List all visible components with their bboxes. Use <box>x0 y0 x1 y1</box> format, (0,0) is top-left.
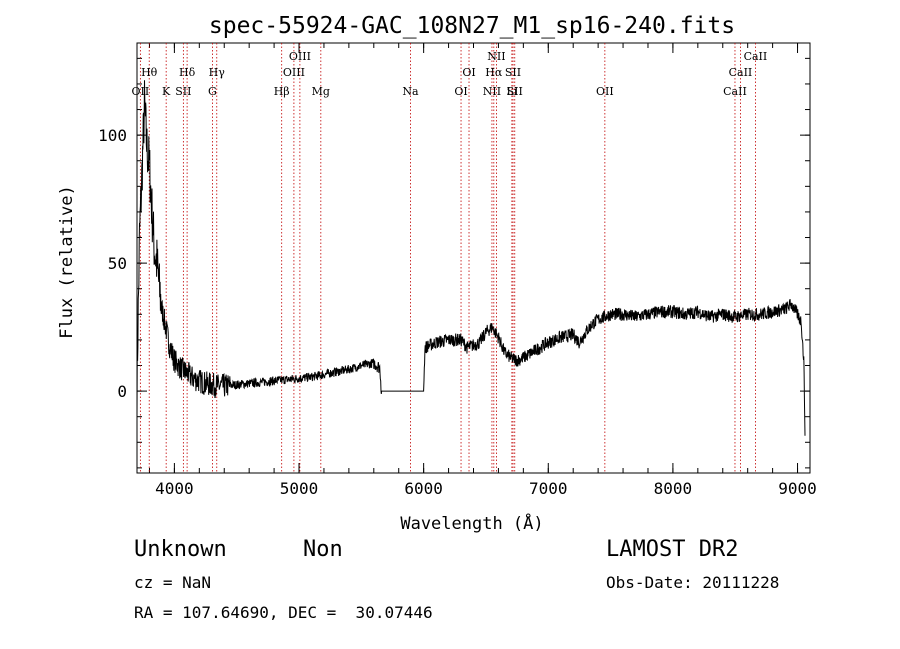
spectral-line-label: OII <box>132 85 150 98</box>
chart-title: spec-55924-GAC_108N27_M1_sp16-240.fits <box>209 13 735 39</box>
y-tick-label: 50 <box>108 254 127 273</box>
x-tick-label: 7000 <box>529 479 568 498</box>
spectral-subclass: Non <box>303 537 343 562</box>
y-tick-label: 0 <box>117 382 127 401</box>
spectral-line-label: NII <box>483 85 501 98</box>
x-tick-label: 8000 <box>654 479 693 498</box>
spectral-line-label: Hγ <box>209 66 226 79</box>
spectral-line-label: CaII <box>723 85 747 98</box>
x-tick-label: 5000 <box>280 479 319 498</box>
spectral-line-label: SII <box>175 85 191 98</box>
spectral-line-label: NII <box>487 50 505 63</box>
spectral-line-label: SII <box>507 85 523 98</box>
redshift-value: cz = NaN <box>134 573 212 592</box>
spectrum-line <box>136 80 806 436</box>
x-tick-label: 9000 <box>778 479 817 498</box>
y-tick-label: 100 <box>98 126 127 145</box>
x-axis-label: Wavelength (Å) <box>400 512 543 534</box>
spectral-line-label: OI <box>454 85 467 98</box>
spectral-line-label: Hδ <box>179 66 196 79</box>
observation-date: Obs-Date: 20111228 <box>606 573 780 592</box>
spectral-line-label: Hθ <box>141 66 158 79</box>
spectral-line-label: Hα <box>485 66 503 79</box>
spectral-line-label: OIII <box>289 50 311 63</box>
spectral-line-label: CaII <box>744 50 768 63</box>
spectral-line-label: Na <box>402 85 419 98</box>
spectral-line-label: OIII <box>283 66 305 79</box>
spectral-line-label: CaII <box>729 66 753 79</box>
x-tick-label: 4000 <box>155 479 194 498</box>
spectral-line-label: SII <box>505 66 521 79</box>
spectral-line-label: Hβ <box>274 85 290 98</box>
plot-frame <box>136 42 811 474</box>
coordinates: RA = 107.64690, DEC = 30.07446 <box>134 603 433 622</box>
spectral-line-label: OII <box>596 85 614 98</box>
spectral-line-label: OI <box>462 66 475 79</box>
spectral-line-label: K <box>162 85 171 98</box>
survey-name: LAMOST DR2 <box>606 537 739 562</box>
x-tick-label: 6000 <box>404 479 443 498</box>
spectral-class: Unknown <box>134 537 227 562</box>
spectral-line-label: Li <box>506 85 517 98</box>
spectral-line-label: G <box>208 85 217 98</box>
y-axis-label: Flux (relative) <box>57 185 77 339</box>
spectral-line-label: Mg <box>312 85 330 98</box>
